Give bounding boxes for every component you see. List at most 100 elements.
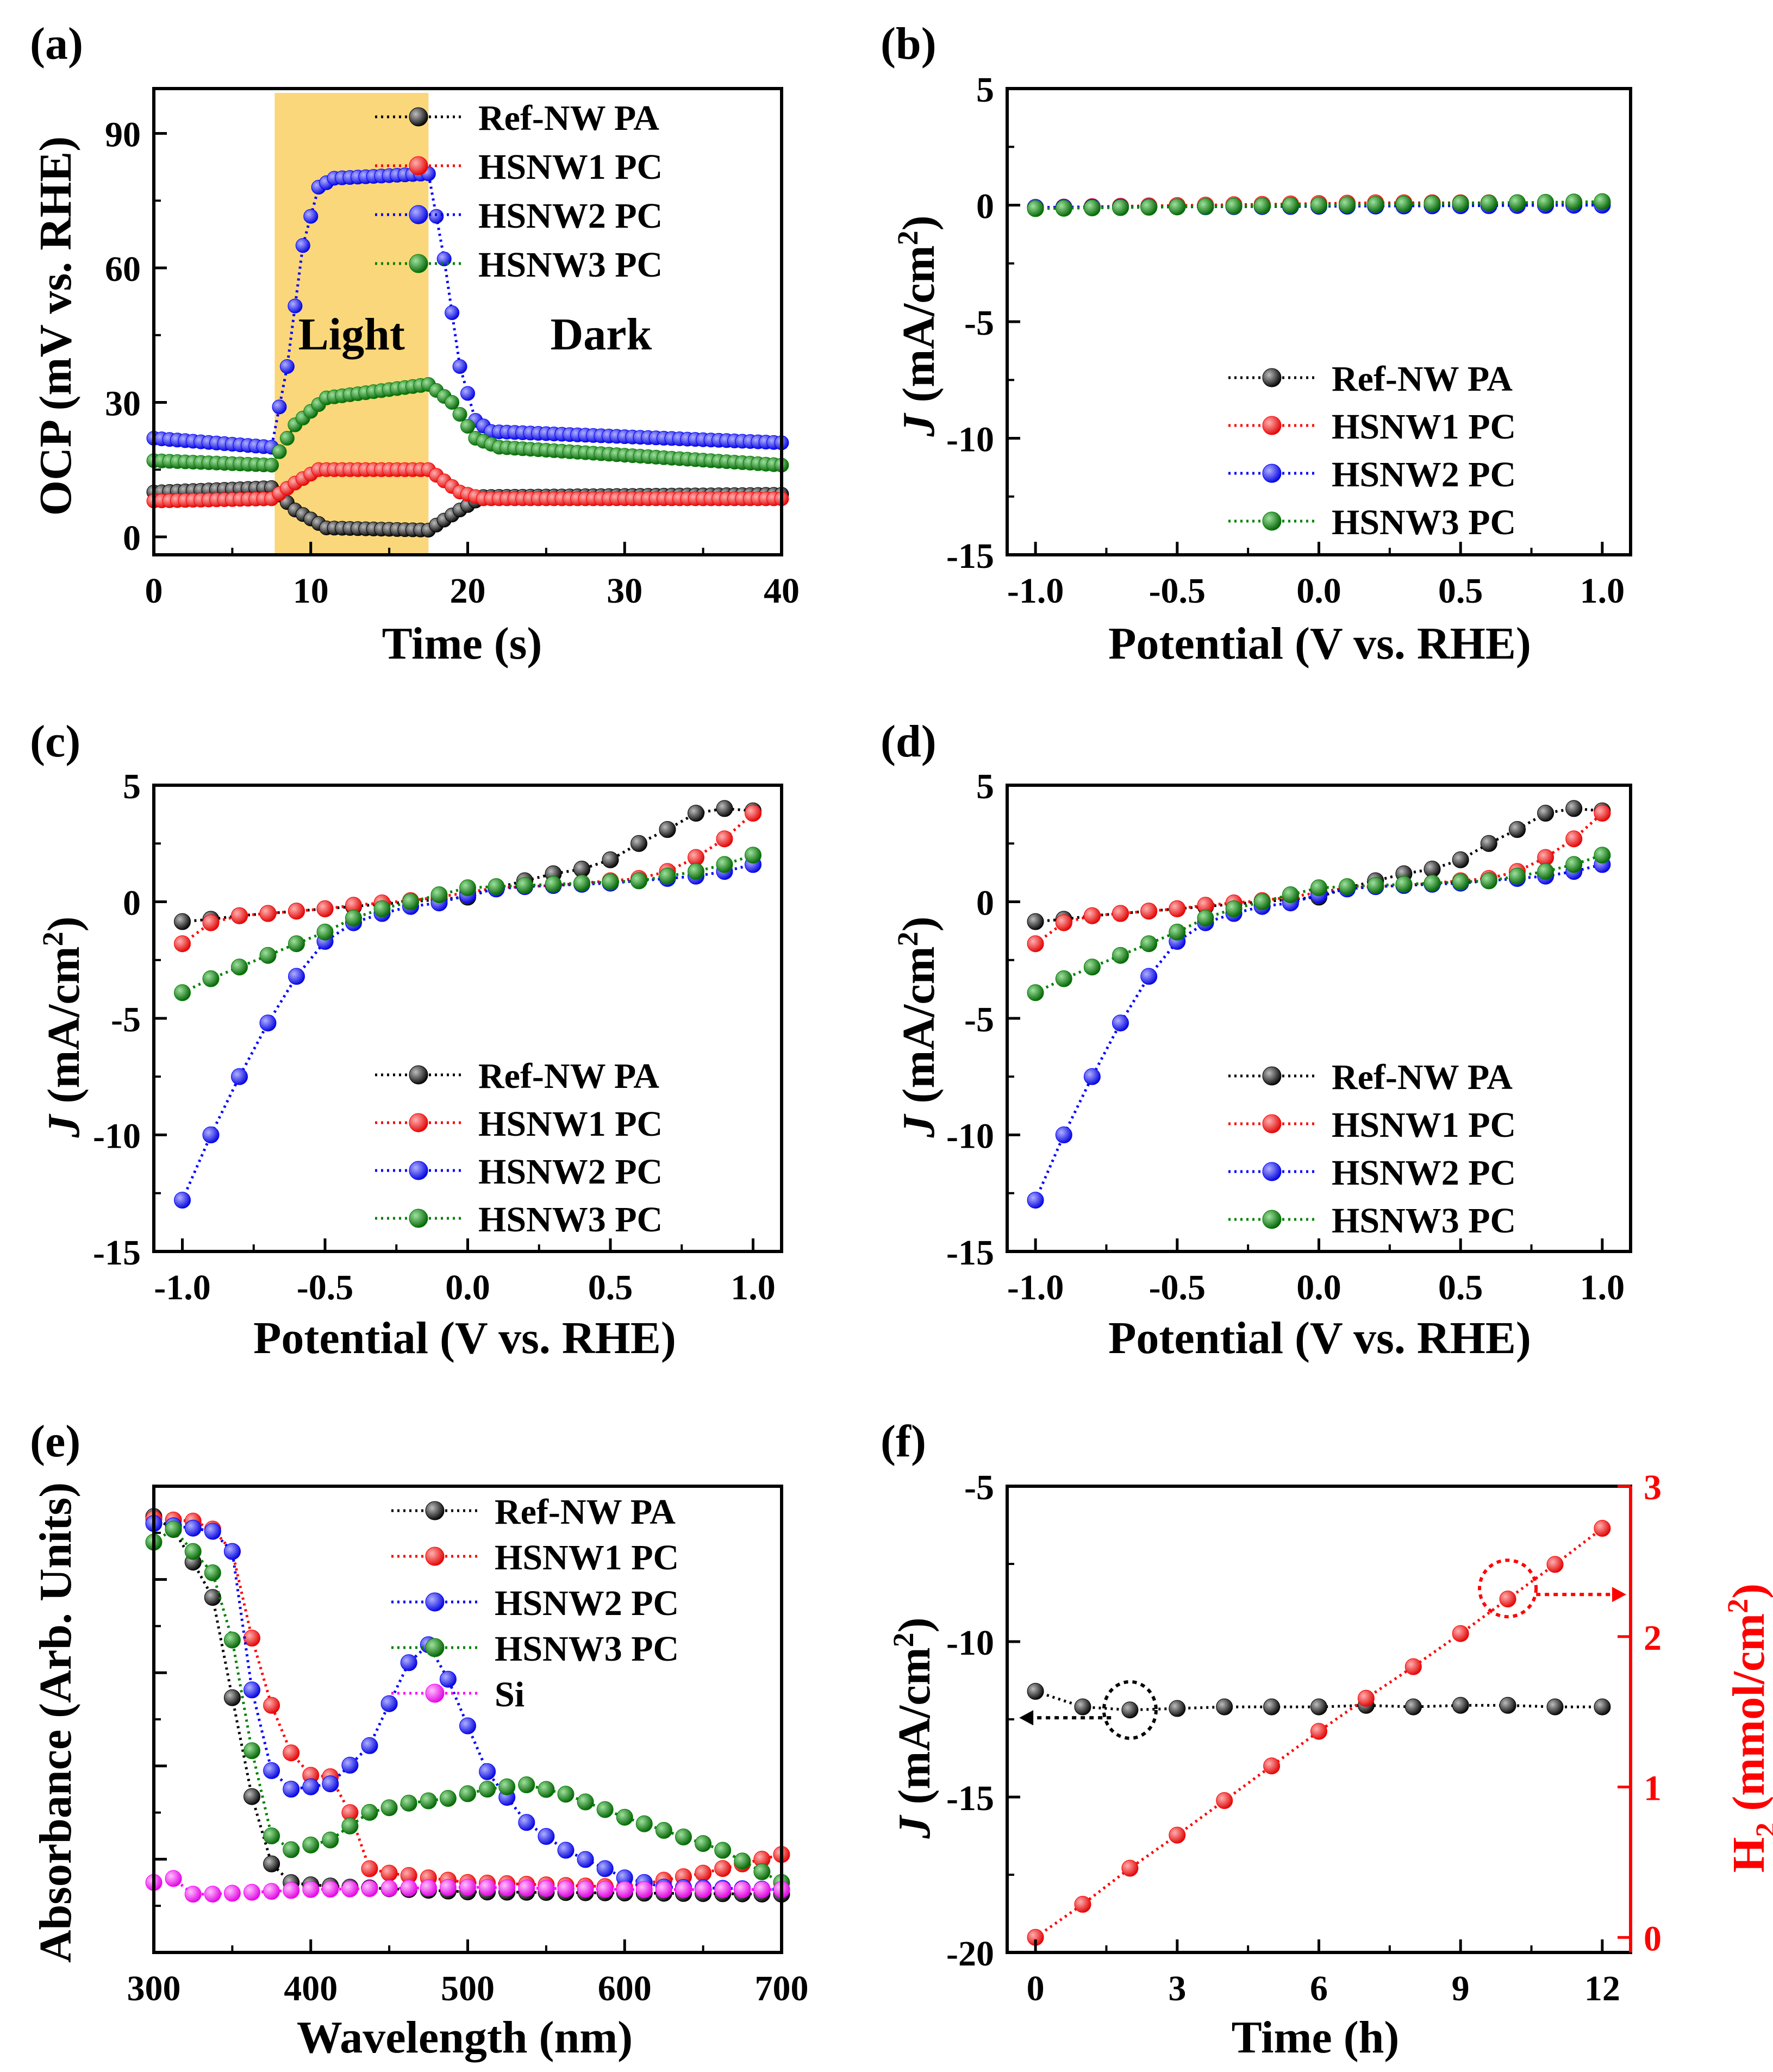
- data-point: [1565, 800, 1583, 817]
- data-point: [1310, 197, 1327, 214]
- data-point: [1197, 198, 1214, 215]
- data-point: [204, 1564, 221, 1581]
- legend-label: HSNW1 PC: [1332, 407, 1516, 447]
- legend-marker: [409, 1209, 428, 1228]
- data-point: [223, 1543, 241, 1560]
- data-point: [1509, 194, 1526, 211]
- legend-entry: [1228, 1162, 1315, 1181]
- x-tick-label: -0.5: [1149, 571, 1206, 611]
- data-point: [616, 1881, 633, 1898]
- data-point: [1357, 1689, 1375, 1707]
- data-point: [1339, 196, 1356, 214]
- data-point: [174, 984, 191, 1001]
- y-tick-label: 5: [976, 767, 994, 806]
- data-point: [459, 1717, 476, 1735]
- data-point: [1395, 875, 1413, 893]
- y-tick-label: -5: [964, 303, 994, 343]
- data-point: [361, 1880, 378, 1898]
- legend-label: HSNW2 PC: [478, 1152, 663, 1192]
- panel-a-xlabel: Time (s): [382, 618, 542, 669]
- legend-label: HSNW3 PC: [495, 1629, 679, 1669]
- data-point: [459, 1785, 476, 1802]
- data-point: [1121, 1860, 1139, 1877]
- panel-e: (e) Wavelength (nm) Absorbance (Arb. Uni…: [30, 1416, 809, 2063]
- legend-marker: [1262, 1066, 1282, 1086]
- y2-tick-label: 1: [1644, 1769, 1662, 1808]
- legend-label: Ref-NW PA: [478, 98, 659, 138]
- data-point: [452, 359, 467, 374]
- data-point: [1594, 847, 1611, 864]
- data-point: [231, 959, 248, 976]
- data-point: [1565, 856, 1583, 873]
- plot-frame: [1006, 87, 1632, 556]
- legend-marker: [1262, 1162, 1282, 1181]
- series-line: [153, 1527, 783, 1884]
- legend-entry: [1228, 1066, 1315, 1086]
- data-point: [400, 1794, 417, 1812]
- data-point: [1083, 199, 1101, 217]
- data-point: [1452, 1625, 1469, 1642]
- data-point: [1509, 821, 1526, 838]
- data-point: [380, 1880, 398, 1897]
- x-tick-label: 0.5: [1438, 1268, 1483, 1307]
- data-point: [1112, 905, 1129, 922]
- panel-d-ylabel-unit: (mA/cm: [894, 946, 944, 1115]
- y-tick-label: -10: [93, 1117, 141, 1156]
- legend-marker: [409, 1065, 428, 1085]
- series-e-0: [145, 1508, 790, 1903]
- data-point: [695, 1835, 712, 1852]
- data-point: [445, 395, 460, 410]
- legend-label: HSNW1 PC: [478, 147, 663, 187]
- legend-label: Ref-NW PA: [1332, 1057, 1513, 1097]
- data-point: [1055, 970, 1072, 987]
- data-point: [655, 1821, 672, 1839]
- legend-marker: [425, 1547, 445, 1566]
- y-tick-label: 30: [105, 384, 141, 424]
- legend-label: HSNW3 PC: [478, 1200, 663, 1240]
- data-point: [1083, 907, 1101, 924]
- data-point: [688, 805, 704, 822]
- series-d-3: [1027, 847, 1611, 1001]
- data-point: [714, 1881, 732, 1898]
- data-point: [202, 914, 220, 931]
- x-tick-label: 700: [755, 1969, 809, 2008]
- data-point: [1509, 867, 1526, 885]
- data-point: [695, 1881, 712, 1898]
- legend-marker: [425, 1592, 445, 1612]
- legend-entry: [1228, 464, 1315, 483]
- data-point: [460, 419, 475, 434]
- panel-e-label: (e): [30, 1416, 80, 1467]
- data-point: [577, 1793, 594, 1811]
- data-point: [400, 1654, 417, 1672]
- panel-f-y2label-close: ): [1724, 1583, 1773, 1599]
- legend-label: HSNW2 PC: [1332, 1153, 1516, 1193]
- data-point: [345, 910, 362, 927]
- data-point: [445, 305, 460, 320]
- data-point: [557, 1842, 575, 1859]
- panel-f-ylabel: J (mA/cm2): [887, 1617, 940, 1839]
- data-point: [1027, 984, 1044, 1001]
- data-point: [596, 1860, 614, 1877]
- legend-label: HSNW1 PC: [495, 1538, 679, 1578]
- data-point: [402, 893, 419, 910]
- y-tick-label: -10: [946, 1117, 994, 1156]
- data-point: [439, 1670, 457, 1688]
- y-tick-label: -5: [964, 1000, 994, 1040]
- data-point: [420, 1879, 437, 1896]
- data-point: [1074, 1698, 1091, 1716]
- panel-b-xlabel: Potential (V vs. RHE): [1108, 618, 1531, 669]
- legend-entry: [391, 1547, 478, 1566]
- y2-tick-label: 3: [1644, 1468, 1662, 1507]
- x-tick-label: 30: [607, 571, 642, 611]
- data-point: [1055, 1126, 1072, 1143]
- data-point: [430, 886, 448, 904]
- panel-d-xlabel: Potential (V vs. RHE): [1108, 1313, 1531, 1363]
- panel-d-ylabel-sup: 2: [891, 931, 924, 946]
- x-tick-label: 500: [441, 1969, 495, 2008]
- panel-d-ylabel-close: ): [894, 916, 944, 931]
- data-point: [302, 1881, 320, 1898]
- panel-f-y2label-sup: 2: [1721, 1599, 1754, 1613]
- data-point: [573, 874, 590, 892]
- x-tick-label: 400: [284, 1969, 338, 2008]
- data-point: [1027, 913, 1044, 930]
